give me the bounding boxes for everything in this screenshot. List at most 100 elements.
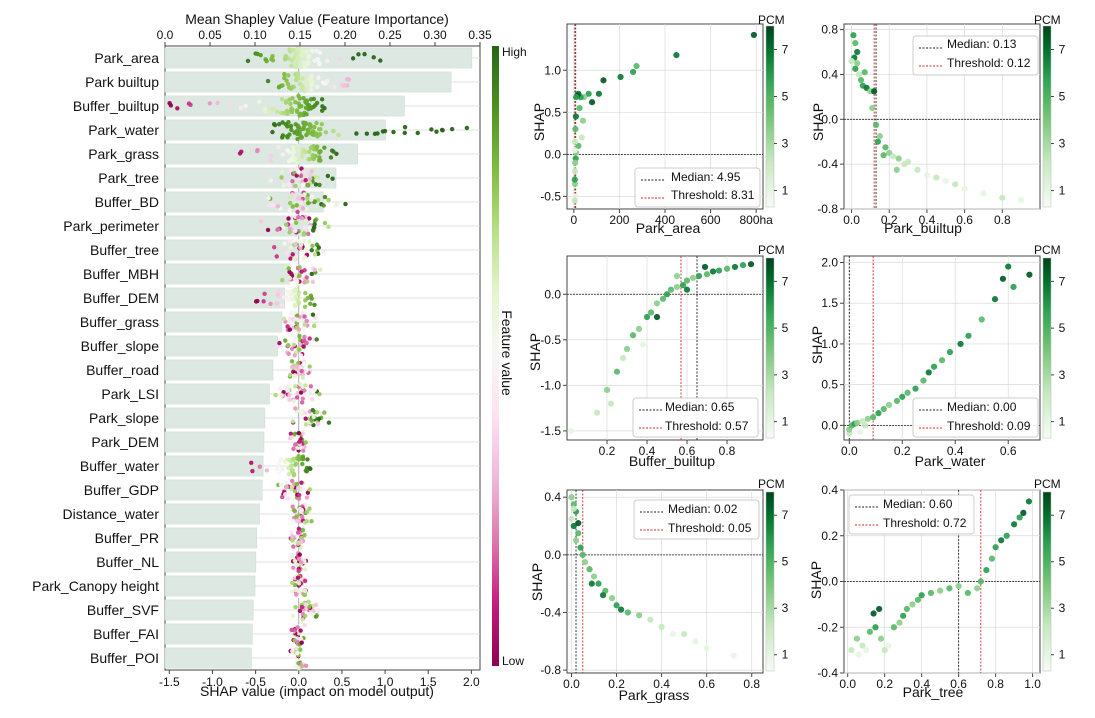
beeswarm-point: [311, 414, 316, 420]
park-builtup-point: [914, 166, 921, 173]
beeswarm-point: [290, 192, 295, 197]
park-water-pcm-tick-label: 7: [1059, 274, 1066, 288]
park-builtup-point: [893, 166, 900, 173]
buffer-builtup-ylabel: SHAP: [527, 333, 543, 371]
park-tree-ylabel: SHAP: [808, 561, 824, 599]
beeswarm-point: [285, 388, 291, 393]
park-area-point: [571, 147, 578, 154]
park-tree-y-tick-label: 0.2: [821, 529, 838, 543]
beeswarm-point: [308, 466, 313, 471]
park-area-legend-box: [634, 167, 761, 208]
beeswarm-point: [297, 333, 302, 339]
beeswarm-point: [402, 130, 407, 136]
beeswarm-point: [295, 148, 301, 153]
beeswarm-point: [312, 387, 317, 393]
park-tree-point: [998, 537, 1005, 544]
park-grass-point: [624, 609, 631, 616]
beeswarm-point: [282, 75, 287, 81]
beeswarm-point: [305, 457, 310, 462]
beeswarm-point: [278, 482, 284, 487]
park-builtup-y-tick-label: -0.4: [817, 157, 838, 171]
importance-bar: [164, 551, 257, 573]
park-water-point: [978, 316, 985, 323]
park-tree-point: [1011, 521, 1018, 528]
beeswarm-point: [258, 52, 263, 58]
beeswarm-point: [283, 492, 288, 497]
park-tree-point: [974, 585, 981, 592]
buffer-builtup-pcm-tick-label: 1: [782, 415, 789, 429]
beeswarm-point: [342, 83, 347, 88]
beeswarm-point: [321, 203, 326, 208]
park-area-y-tick-label: 0.5: [544, 105, 561, 119]
park-tree-point: [900, 612, 907, 619]
buffer-builtup-point: [567, 427, 575, 434]
park-water-point: [875, 410, 882, 417]
beeswarm-point: [288, 168, 294, 173]
beeswarm-point: [292, 310, 298, 315]
beeswarm-point: [304, 469, 309, 474]
buffer-builtup-point: [629, 332, 637, 339]
park-area-point: [750, 31, 757, 39]
beeswarm-point: [322, 410, 327, 415]
beeswarm-point: [309, 194, 315, 199]
beeswarm-point: [302, 225, 307, 231]
park-grass-point: [570, 501, 577, 508]
beeswarm-point: [307, 336, 312, 341]
colorbar-high-label: High: [502, 45, 527, 59]
park-builtup-point: [874, 138, 882, 145]
beeswarm-point: [305, 196, 310, 201]
buffer-builtup-point: [747, 261, 755, 268]
beeswarm-point: [293, 51, 298, 57]
importance-axes: 0.0 0.05 0.10 0.15 0.20 0.25 0.30 0.35 -1.5 -1.0 -…: [32, 28, 492, 689]
beeswarm-point: [312, 218, 318, 223]
beeswarm-point: [332, 84, 337, 90]
park-builtup-point: [869, 104, 876, 112]
park-water-pcm-colorbar: [1042, 257, 1052, 439]
park-tree-point: [872, 624, 879, 631]
park-grass-pcm-colorbar: [765, 491, 775, 672]
buffer-builtup-median-label: Median: 0.65: [665, 400, 735, 414]
importance-xlabel: SHAP value (impact on model output): [200, 683, 434, 699]
beeswarm-point: [300, 76, 305, 81]
beeswarm-point: [299, 64, 304, 70]
beeswarm-point: [293, 442, 298, 447]
buffer-builtup-point: [703, 271, 711, 278]
beeswarm-point: [262, 291, 267, 297]
shap-bottom-tick-label: 1.5: [420, 675, 437, 689]
beeswarm-point: [286, 216, 291, 221]
beeswarm-point: [297, 157, 302, 163]
park-grass-point: [575, 530, 582, 537]
park-grass-y-tick-label: -0.4: [540, 605, 561, 619]
beeswarm-point: [288, 49, 293, 54]
beeswarm-point: [300, 206, 306, 211]
park-tree-x-tick-label: 0.4: [913, 677, 930, 691]
beeswarm-point: [313, 614, 319, 619]
park-tree-pcm-tick-label: 1: [1059, 648, 1066, 662]
beeswarm-point: [282, 71, 287, 77]
park-area-pcm-tick-label: 5: [782, 90, 789, 104]
park-water-axes: 0.0 0.2 0.4 0.6 0.0 0.5 1.0 1.5 2.0 1 3 5 7: [821, 255, 1066, 458]
buffer-builtup-x-tick-label: 0.8: [719, 444, 736, 458]
beeswarm-point: [293, 183, 298, 189]
beeswarm-point: [322, 145, 327, 150]
beeswarm-point: [296, 526, 302, 532]
park-grass-point: [590, 573, 598, 580]
beeswarm-point: [289, 589, 295, 594]
chart-marks: 0.0 0.05 0.10 0.15 0.20 0.25 0.30 0.35-1.5 -1.0-…: [32, 23, 1066, 691]
beeswarm-point: [255, 148, 260, 154]
beeswarm-point: [279, 175, 284, 180]
beeswarm-point: [309, 611, 314, 616]
importance-beeswarm-panel: Mean Shapley Value (Feature Importance) …: [185, 11, 526, 699]
colorbar-low-label: Low: [502, 654, 524, 668]
importance-bar: [164, 479, 263, 501]
beeswarm-point: [263, 57, 268, 62]
beeswarm-point: [304, 495, 310, 500]
buffer-builtup-pcm-tick-label: 3: [782, 368, 789, 382]
park-water-pcm-tick-label: 1: [1059, 415, 1066, 429]
beeswarm-point: [313, 102, 318, 108]
park-water-threshold-label: Threshold: 0.09: [947, 419, 1031, 433]
buffer-builtup-point: [663, 291, 671, 298]
park-water-point: [946, 348, 954, 356]
park-water-y-tick-label: 0.5: [821, 378, 838, 392]
beeswarm-point: [265, 78, 271, 84]
